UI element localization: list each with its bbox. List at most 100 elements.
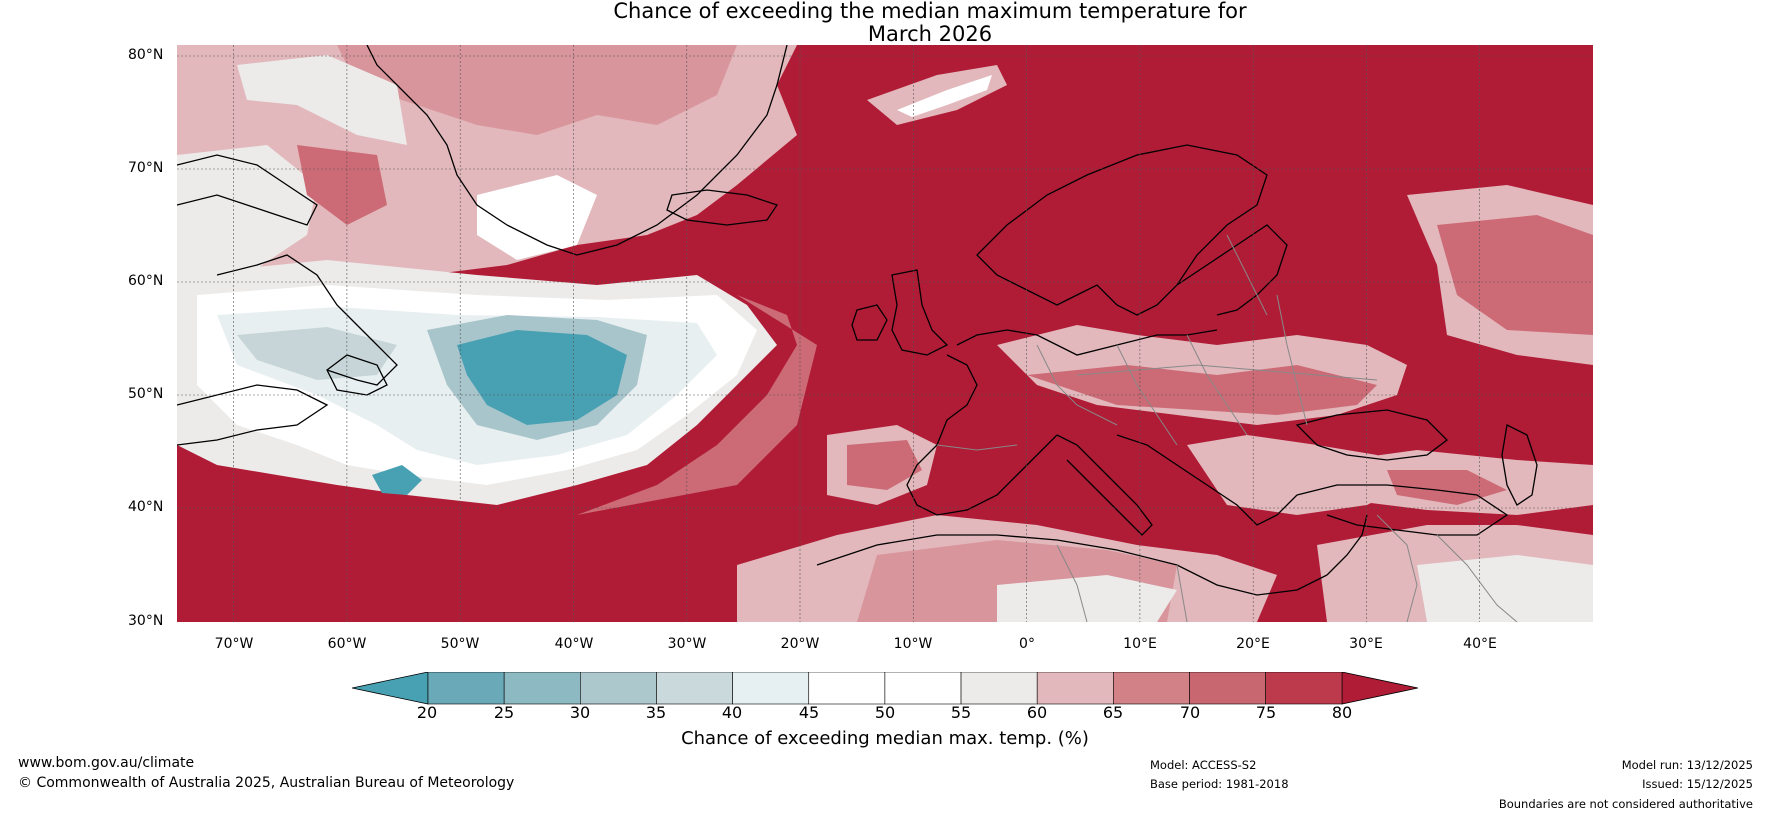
colorbar-bin <box>1189 671 1266 705</box>
lat-label: 60°N <box>128 273 164 289</box>
coast-turkey <box>1296 484 1509 536</box>
colorbar-low-arrow <box>351 671 429 705</box>
zone-north-africa-neutral <box>997 575 1177 622</box>
colorbar-bin <box>503 671 581 705</box>
border-5 <box>1226 234 1268 316</box>
colorbar-svg <box>351 671 1419 705</box>
colorbar-tick: 30 <box>569 703 591 722</box>
lat-label: 50°N <box>128 386 164 402</box>
footer-base-period: Base period: 1981-2018 <box>1150 777 1289 791</box>
map-title-line-1: Chance of exceeding the median maximum t… <box>613 0 1247 23</box>
colorbar-tick: 45 <box>798 703 820 722</box>
zone-greenland-white-nw <box>237 55 407 145</box>
coast-balkans <box>1116 434 1298 526</box>
colorbar-tick: 70 <box>1179 703 1201 722</box>
lon-label: 20°W <box>780 636 820 652</box>
lat-label: 80°N <box>128 47 164 63</box>
colorbar-bin <box>884 671 962 705</box>
border-6 <box>1076 364 1378 381</box>
coast-labrador <box>216 254 398 386</box>
colorbar-tick: 35 <box>645 703 667 722</box>
zone-europe-central-mild <box>1027 365 1377 415</box>
zone-atlantic-warm-band <box>577 295 817 515</box>
border-8 <box>1376 514 1418 622</box>
colorbar-bin <box>960 671 1038 705</box>
colorbar-label: Chance of exceeding median max. temp. (%… <box>681 728 1089 749</box>
footer-model: Model: ACCESS-S2 <box>1150 758 1257 772</box>
coast-finland-baltic <box>1176 224 1288 316</box>
coast-north-sea <box>956 329 1218 356</box>
zone-canada-neutral <box>177 145 317 285</box>
border-11 <box>1436 534 1518 622</box>
colorbar-tick: 20 <box>416 703 438 722</box>
lon-label: 30°E <box>1349 636 1383 652</box>
colorbar-bin <box>1036 671 1114 705</box>
border-9 <box>1056 544 1088 622</box>
map-title-line-2: March 2026 <box>867 22 993 46</box>
zone-russia-mild <box>1437 215 1593 335</box>
footer-issued: Issued: 15/12/2025 <box>1642 777 1753 791</box>
colorbar-bin <box>808 671 886 705</box>
lon-label: 40°E <box>1463 636 1497 652</box>
colorbar-bin <box>1113 671 1190 705</box>
lon-label: 10°E <box>1123 636 1157 652</box>
footer-disclaimer: Boundaries are not considered authoritat… <box>1498 797 1753 811</box>
lon-label: 10°W <box>893 636 933 652</box>
colorbar <box>351 671 1419 708</box>
lat-label: 40°N <box>128 499 164 515</box>
colorbar-bin <box>732 671 810 705</box>
graticule <box>177 45 1593 622</box>
forecast-map-svg <box>177 45 1593 622</box>
lon-label: 70°W <box>214 636 254 652</box>
colorbar-bin <box>1265 671 1343 705</box>
border-4 <box>1276 294 1308 426</box>
lon-label: 40°W <box>554 636 594 652</box>
colorbar-high-arrow <box>1341 671 1419 705</box>
coast-baffin <box>177 154 318 226</box>
colorbar-tick: 25 <box>493 703 515 722</box>
coast-scandinavia <box>976 144 1268 316</box>
coast-western-europe <box>906 354 1058 516</box>
footer-url[interactable]: www.bom.gov.au/climate <box>18 755 195 771</box>
map-title: Chance of exceeding the median maximum t… <box>0 0 1770 46</box>
zone-atlantic-light-cool <box>237 327 397 380</box>
coast-italy <box>1056 434 1153 536</box>
lon-label: 50°W <box>440 636 480 652</box>
lon-label: 30°W <box>667 636 707 652</box>
colorbar-bin <box>580 671 657 705</box>
colorbar-tick: 40 <box>721 703 743 722</box>
coast-nova-scotia <box>177 384 329 446</box>
coast-iceland <box>666 189 779 226</box>
colorbar-tick: 50 <box>874 703 896 722</box>
colorbar-bin <box>427 671 505 705</box>
zone-iberia-mild <box>847 440 922 490</box>
colorbar-tick: 80 <box>1331 703 1353 722</box>
zone-greenland-interior <box>477 175 597 260</box>
colorbar-tick: 75 <box>1255 703 1277 722</box>
border-3 <box>1186 334 1248 436</box>
border-7 <box>936 444 1018 451</box>
footer-model-run: Model run: 13/12/2025 <box>1621 758 1753 772</box>
colorbar-tick: 55 <box>950 703 972 722</box>
coast-caspian <box>1501 424 1538 506</box>
zone-middle-east-neutral <box>1417 555 1593 622</box>
lat-label: 70°N <box>128 160 164 176</box>
coastlines <box>177 45 1538 596</box>
colorbar-bin <box>656 671 733 705</box>
coast-levant <box>1326 514 1368 576</box>
zone-greenland-light <box>337 45 737 135</box>
footer-copyright: © Commonwealth of Australia 2025, Austra… <box>18 775 515 791</box>
coast-ireland <box>851 304 888 341</box>
forecast-map <box>177 45 1593 622</box>
coast-britain <box>891 269 949 356</box>
lon-label: 0° <box>1019 636 1035 652</box>
lon-label: 20°E <box>1236 636 1270 652</box>
lon-label: 60°W <box>327 636 367 652</box>
zone-turkey-mild <box>1387 470 1507 505</box>
coast-greenland-east <box>506 45 788 256</box>
colorbar-tick: 65 <box>1102 703 1124 722</box>
zone-atlantic-cold-south <box>372 465 422 495</box>
lat-label: 30°N <box>128 613 164 629</box>
zone-canada-mild <box>297 145 387 225</box>
coast-greenland-west <box>366 45 508 226</box>
